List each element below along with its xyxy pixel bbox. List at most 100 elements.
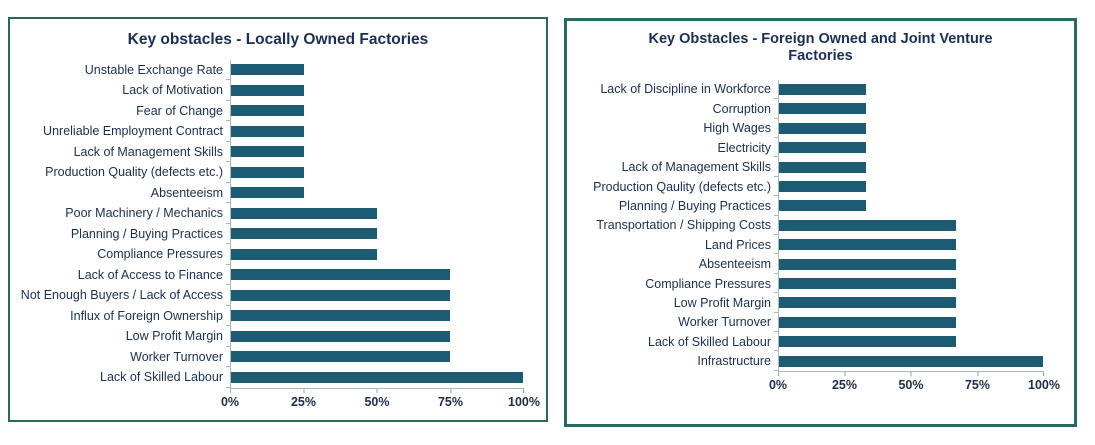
- category-label: Lack of Management Skills: [621, 160, 771, 175]
- category-label: Worker Turnover: [130, 349, 223, 364]
- bar-track: [226, 326, 523, 347]
- bar-rows: Lack of Discipline in Workforce Corruptio…: [567, 79, 1074, 372]
- bar-track: [226, 100, 523, 122]
- bar: [779, 181, 867, 193]
- bar-track: [226, 121, 523, 142]
- x-tick-label: 100%: [508, 394, 540, 409]
- x-tick: 75%: [438, 389, 463, 409]
- category-label: Fear of Change: [136, 103, 223, 118]
- category-label: Lack of Discipline in Workforce: [600, 82, 771, 97]
- x-tick: 50%: [364, 389, 389, 409]
- x-tick-label: 50%: [898, 377, 924, 392]
- x-tick: 25%: [832, 372, 857, 392]
- bar-rows: Unstable Exchange Rate Lack of Motivation…: [10, 59, 546, 388]
- bar-track: [226, 223, 523, 245]
- bar-track: [226, 59, 523, 81]
- x-axis: 0% 25% 50% 75% 100%: [769, 370, 1060, 398]
- bar: [231, 248, 377, 260]
- bar-row: Fear of Change: [10, 100, 546, 122]
- x-tick: 0%: [769, 372, 787, 392]
- x-axis: 0% 25% 50% 75% 100%: [221, 387, 540, 415]
- bar-track: [774, 254, 1043, 275]
- category-label: Low Profit Margin: [673, 295, 771, 310]
- bar: [779, 83, 867, 95]
- category-label: Lack of Management Skills: [73, 144, 223, 159]
- chart-title: Key Obstacles - Foreign Owned and Joint …: [648, 31, 993, 65]
- bar-track: [774, 176, 1043, 197]
- bar-row: Low Profit Margin: [567, 293, 1074, 314]
- bar: [779, 142, 867, 154]
- category-label: Absenteeism: [150, 185, 223, 200]
- bar: [231, 146, 304, 158]
- bar: [231, 187, 304, 199]
- bar-row: Lack of Motivation: [10, 80, 546, 101]
- category-label: Poor Machinery / Mechanics: [65, 206, 223, 221]
- x-tick: 75%: [965, 372, 990, 392]
- bar-row: Unstable Exchange Rate: [10, 59, 546, 81]
- x-tick: 100%: [1028, 372, 1060, 392]
- bar: [779, 297, 956, 309]
- chart-foreign-joint-venture-factories: Key Obstacles - Foreign Owned and Joint …: [564, 18, 1077, 427]
- bar-track: [774, 215, 1043, 236]
- category-label: Worker Turnover: [678, 315, 771, 330]
- bar-row: Lack of Skilled Labour: [10, 367, 546, 388]
- x-tick-label: 25%: [831, 377, 858, 392]
- x-tick-label: 25%: [290, 394, 317, 409]
- category-label: Compliance Pressures: [97, 247, 223, 262]
- x-tick-label: 100%: [1028, 377, 1060, 392]
- bar: [779, 239, 956, 251]
- x-tick-label: 0%: [220, 394, 240, 409]
- bar-track: [774, 235, 1043, 255]
- bar: [231, 84, 304, 96]
- bar-row: Planning / Buying Practices: [10, 223, 546, 245]
- bar-row: Production Quality (defects etc.): [10, 162, 546, 183]
- category-label: Planning / Buying Practices: [618, 198, 771, 213]
- x-tick-label: 75%: [964, 377, 991, 392]
- bar-row: Transportation / Shipping Costs: [567, 215, 1074, 236]
- bar-track: [226, 141, 523, 163]
- x-tick: 25%: [291, 389, 316, 409]
- bar-track: [226, 346, 523, 368]
- chart-locally-owned-factories: Key obstacles - Locally Owned Factories …: [8, 17, 548, 422]
- bar: [779, 219, 956, 231]
- bar-track: [774, 351, 1043, 372]
- chart-title: Key obstacles - Locally Owned Factories: [127, 31, 429, 48]
- category-label: Not Enough Buyers / Lack of Access: [20, 288, 223, 303]
- bar-track: [774, 273, 1043, 294]
- bar-row: Land Prices: [567, 235, 1074, 255]
- bar-row: Production Qaulity (defects etc.): [567, 176, 1074, 197]
- bar-row: Lack of Skilled Labour: [567, 332, 1074, 352]
- bar-row: Not Enough Buyers / Lack of Access: [10, 285, 546, 306]
- bar-row: Worker Turnover: [10, 346, 546, 368]
- bar: [231, 228, 377, 240]
- bar-track: [774, 196, 1043, 217]
- bar: [231, 207, 377, 219]
- category-label: Lack of Skilled Labour: [648, 334, 771, 349]
- bar-row: Worker Turnover: [567, 312, 1074, 333]
- category-label: Corruption: [712, 101, 771, 116]
- category-label: Production Quality (defects etc.): [45, 165, 223, 180]
- bar-track: [226, 182, 523, 204]
- bar: [779, 200, 867, 212]
- category-label: Unstable Exchange Rate: [84, 62, 223, 77]
- bar-track: [226, 80, 523, 101]
- bar: [779, 161, 867, 173]
- bar-row: Electricity: [567, 138, 1074, 158]
- bar: [779, 316, 956, 328]
- bar: [231, 289, 450, 301]
- bar-row: Lack of Management Skills: [10, 141, 546, 163]
- category-label: Influx of Foreign Ownership: [70, 308, 223, 323]
- bar: [231, 125, 304, 137]
- bar: [231, 351, 450, 363]
- bar-track: [774, 332, 1043, 352]
- bar: [779, 103, 867, 115]
- bar: [231, 105, 304, 117]
- bar: [231, 330, 450, 342]
- bar-track: [774, 312, 1043, 333]
- bar-track: [774, 99, 1043, 120]
- bar-track: [226, 305, 523, 327]
- bar: [231, 269, 450, 281]
- bar-row: Absenteeism: [567, 254, 1074, 275]
- bar-track: [226, 244, 523, 265]
- category-label: Absenteeism: [698, 257, 771, 272]
